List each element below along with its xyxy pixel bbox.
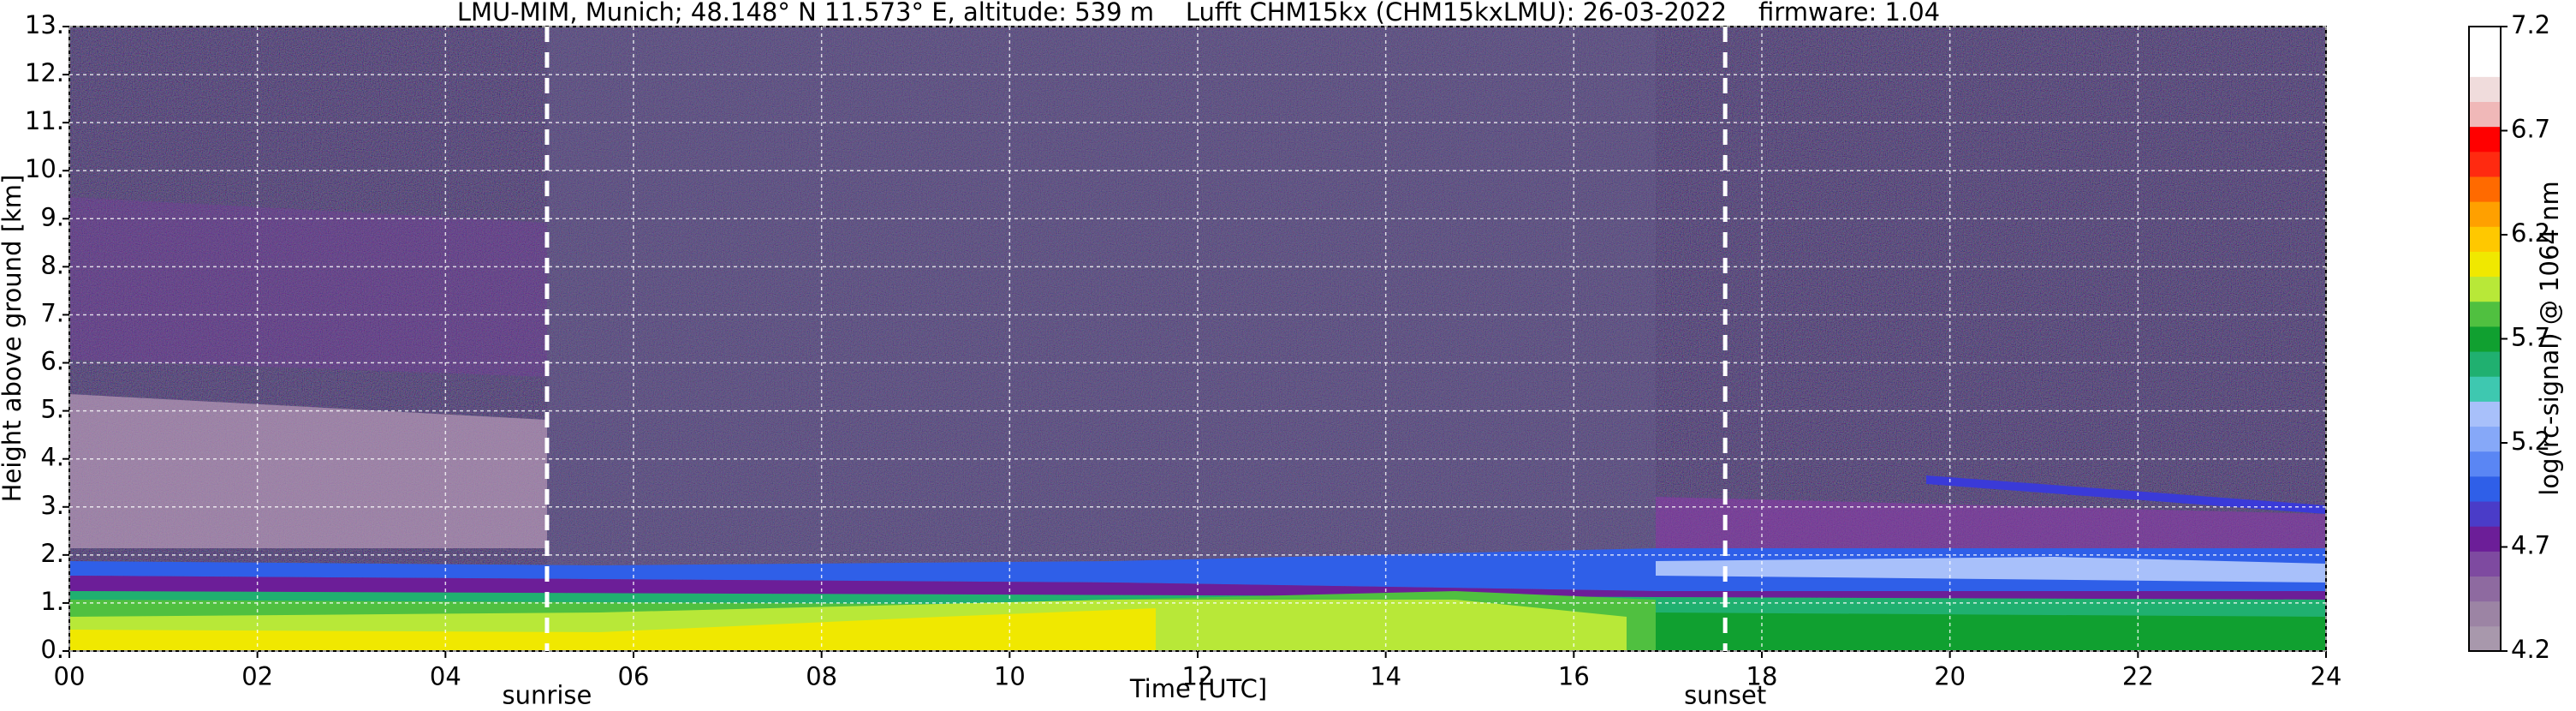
colorbar-tick-label: 6.2	[2511, 218, 2550, 248]
colorbar-tick-label: 7.2	[2511, 10, 2550, 39]
colorbar-step	[2469, 551, 2501, 577]
x-tick-label: 12	[1182, 662, 1214, 691]
x-tick-label: 10	[994, 662, 1026, 691]
x-tick-label: 24	[2311, 662, 2342, 691]
colorbar-step	[2469, 251, 2501, 278]
y-tick-label: 11.	[25, 106, 64, 135]
colorbar-step	[2469, 27, 2501, 52]
y-tick-label: 3.	[40, 491, 64, 520]
y-tick-label: 1.	[40, 587, 64, 616]
y-tick-label: 2.	[40, 539, 64, 568]
annotation-label: sunset	[1684, 681, 1766, 708]
x-tick-label: 02	[241, 662, 273, 691]
colorbar-step	[2469, 600, 2501, 627]
colorbar-step	[2469, 501, 2501, 527]
colorbar-step	[2469, 401, 2501, 427]
colorbar-step	[2469, 475, 2501, 502]
y-tick-label: 9.	[40, 202, 64, 231]
colorbar-tick-label: 4.7	[2511, 531, 2550, 560]
colorbar-tick-label: 5.2	[2511, 427, 2550, 456]
x-tick-label: 18	[1746, 662, 1778, 691]
annotation-label: sunrise	[503, 681, 592, 708]
x-tick-label: 14	[1370, 662, 1401, 691]
x-tick-label: 00	[54, 662, 86, 691]
x-tick-label: 20	[1934, 662, 1966, 691]
colorbar-step	[2469, 351, 2501, 377]
y-tick-label: 7.	[40, 298, 64, 327]
colorbar-step	[2469, 451, 2501, 477]
x-axis-label: Time [UTC]	[1129, 674, 1267, 703]
colorbar-step	[2469, 76, 2501, 102]
colorbar-tick-label: 6.7	[2511, 115, 2550, 144]
y-tick-label: 0.	[40, 635, 64, 664]
colorbar-step	[2469, 276, 2501, 302]
colorbar-step	[2469, 426, 2501, 452]
y-tick-label: 6.	[40, 347, 64, 376]
colorbar-tick-label: 4.2	[2511, 635, 2550, 664]
colorbar-step	[2469, 526, 2501, 552]
colorbar-label: log(rc-signal) @ 1064 nm	[2535, 181, 2564, 495]
colorbar-step	[2469, 151, 2501, 177]
colorbar-step	[2469, 101, 2501, 128]
colorbar-step	[2469, 51, 2501, 77]
colorbar-step	[2469, 376, 2501, 402]
colorbar-step	[2469, 226, 2501, 252]
colorbar-step	[2469, 326, 2501, 352]
colorbar-step	[2469, 625, 2501, 652]
colorbar-tick-label: 5.7	[2511, 323, 2550, 352]
colorbar-step	[2469, 126, 2501, 152]
x-tick-label: 06	[618, 662, 650, 691]
colorbar-step	[2469, 576, 2501, 602]
x-tick-label: 08	[806, 662, 837, 691]
y-tick-label: 12.	[25, 58, 64, 87]
y-tick-label: 10.	[25, 154, 64, 183]
y-tick-label: 8.	[40, 250, 64, 279]
chart-title: LMU-MIM, Munich; 48.148° N 11.573° E, al…	[457, 0, 1940, 27]
colorbar-step	[2469, 201, 2501, 227]
x-tick-label: 22	[2122, 662, 2154, 691]
y-tick-label: 5.	[40, 395, 64, 424]
colorbar-step	[2469, 301, 2501, 327]
y-axis-label: Height above ground [km]	[0, 175, 27, 503]
x-tick-label: 16	[1558, 662, 1590, 691]
y-tick-label: 13.	[25, 10, 64, 39]
colorbar-step	[2469, 176, 2501, 202]
x-tick-label: 04	[430, 662, 461, 691]
y-tick-label: 4.	[40, 443, 64, 472]
